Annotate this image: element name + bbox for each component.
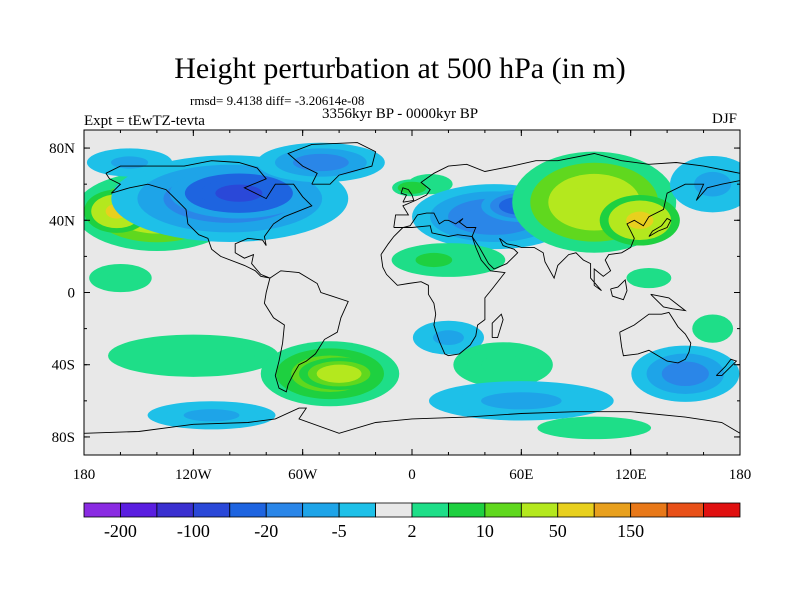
colorbar-swatch-12 (520, 502, 559, 518)
anomaly-region-5-level-3 (293, 153, 349, 172)
colorbar-label-7: 150 (617, 521, 644, 541)
colorbar-swatch-5 (265, 502, 304, 518)
colorbar-swatch-1 (120, 502, 158, 518)
colorbar-label-1: -100 (177, 521, 210, 541)
anomaly-region-20-level-3 (325, 368, 353, 380)
colorbar-swatch-17 (703, 502, 741, 518)
colorbar-swatch-15 (630, 502, 668, 518)
anomaly-region-22-level-3 (481, 354, 525, 375)
anomaly-region-21-level-3 (432, 330, 464, 346)
colorbar-swatch-14 (593, 502, 632, 518)
coastline-new-zealand (715, 358, 738, 377)
colorbar-label-6: 50 (549, 521, 567, 541)
colorbar-swatch-3 (192, 502, 231, 518)
x-tick-label-5: 120E (615, 467, 647, 483)
x-tick-label-3: 0 (408, 467, 416, 483)
colorbar-label-5: 10 (476, 521, 494, 541)
x-tick-label-2: 60W (288, 467, 318, 483)
colorbar-label-3: -5 (332, 521, 347, 541)
colorbar-swatch-0 (83, 502, 121, 518)
colorbar-swatch-4 (229, 502, 267, 518)
anomaly-region-14-level-3 (626, 211, 654, 229)
anomaly-region-18-level-3 (156, 346, 231, 365)
coastline-africa (380, 225, 506, 357)
x-tick-label-0: 180 (73, 467, 96, 483)
stats-subtitle: rmsd= 9.4138 diff= -3.20614e-08 (190, 93, 365, 108)
y-tick-label-3: 40S (52, 358, 75, 374)
colorbar-label-2: -20 (254, 521, 278, 541)
anomaly-region-15-level-3 (694, 171, 732, 197)
y-tick-label-4: 80S (52, 430, 75, 446)
coastline-greenland (287, 142, 377, 185)
x-tick-label-1: 120W (175, 467, 213, 483)
season-label: DJF (712, 111, 738, 127)
anomaly-region-12-level-3 (422, 255, 446, 265)
coastline-south-america (263, 270, 349, 393)
experiment-label: Expt = tEwTZ-tevta (84, 113, 205, 129)
colorbar-swatch-13 (557, 502, 595, 518)
anomaly-region-26-level-3 (569, 423, 620, 433)
coastline-great-britain (400, 187, 415, 203)
coastline-antarctica (84, 407, 740, 434)
coastline-north-america (105, 160, 313, 279)
coastline-borneo (610, 278, 628, 301)
y-tick-label-1: 40N (49, 213, 75, 229)
coastline-new-guinea (650, 293, 687, 312)
colorbar-swatch-2 (156, 502, 194, 518)
anomaly-region-2-level-3 (106, 271, 135, 285)
colorbar-swatch-8 (375, 502, 413, 518)
anomaly-region-8-level-3 (403, 184, 421, 192)
anomaly-region-16-level-3 (635, 271, 663, 285)
chart-title: Height perturbation at 500 hPa (in m) (174, 52, 626, 85)
colorbar-swatch-11 (484, 502, 522, 518)
anomaly-region-17-level-3 (700, 320, 726, 338)
y-tick-label-2: 0 (68, 286, 76, 302)
x-tick-label-4: 60E (509, 467, 533, 483)
colorbar-swatch-16 (666, 502, 704, 518)
colorbar-swatch-7 (338, 502, 376, 518)
colorbar-label-0: -200 (104, 521, 137, 541)
anomaly-layer (84, 142, 740, 440)
anomaly-region-25-level-3 (183, 409, 240, 422)
period-label: 3356kyr BP - 0000kyr BP (322, 106, 479, 122)
anomaly-region-24-level-3 (661, 361, 709, 387)
y-tick-label-0: 80N (49, 141, 75, 157)
coastline-madagascar (491, 313, 504, 339)
colorbar-label-4: 2 (408, 521, 417, 541)
colorbar-swatch-6 (302, 502, 340, 518)
anomaly-region-23-level-3 (481, 392, 562, 410)
coastline-eurasia (393, 153, 740, 292)
coastline-australia (619, 311, 692, 364)
coastline-japan (648, 217, 672, 237)
colorbar-swatch-9 (411, 502, 449, 518)
colorbar-swatch-10 (448, 502, 486, 518)
anomaly-region-4-level-3 (215, 184, 263, 202)
x-tick-label-6: 180 (729, 467, 752, 483)
anomaly-region-6-level-3 (110, 156, 149, 169)
